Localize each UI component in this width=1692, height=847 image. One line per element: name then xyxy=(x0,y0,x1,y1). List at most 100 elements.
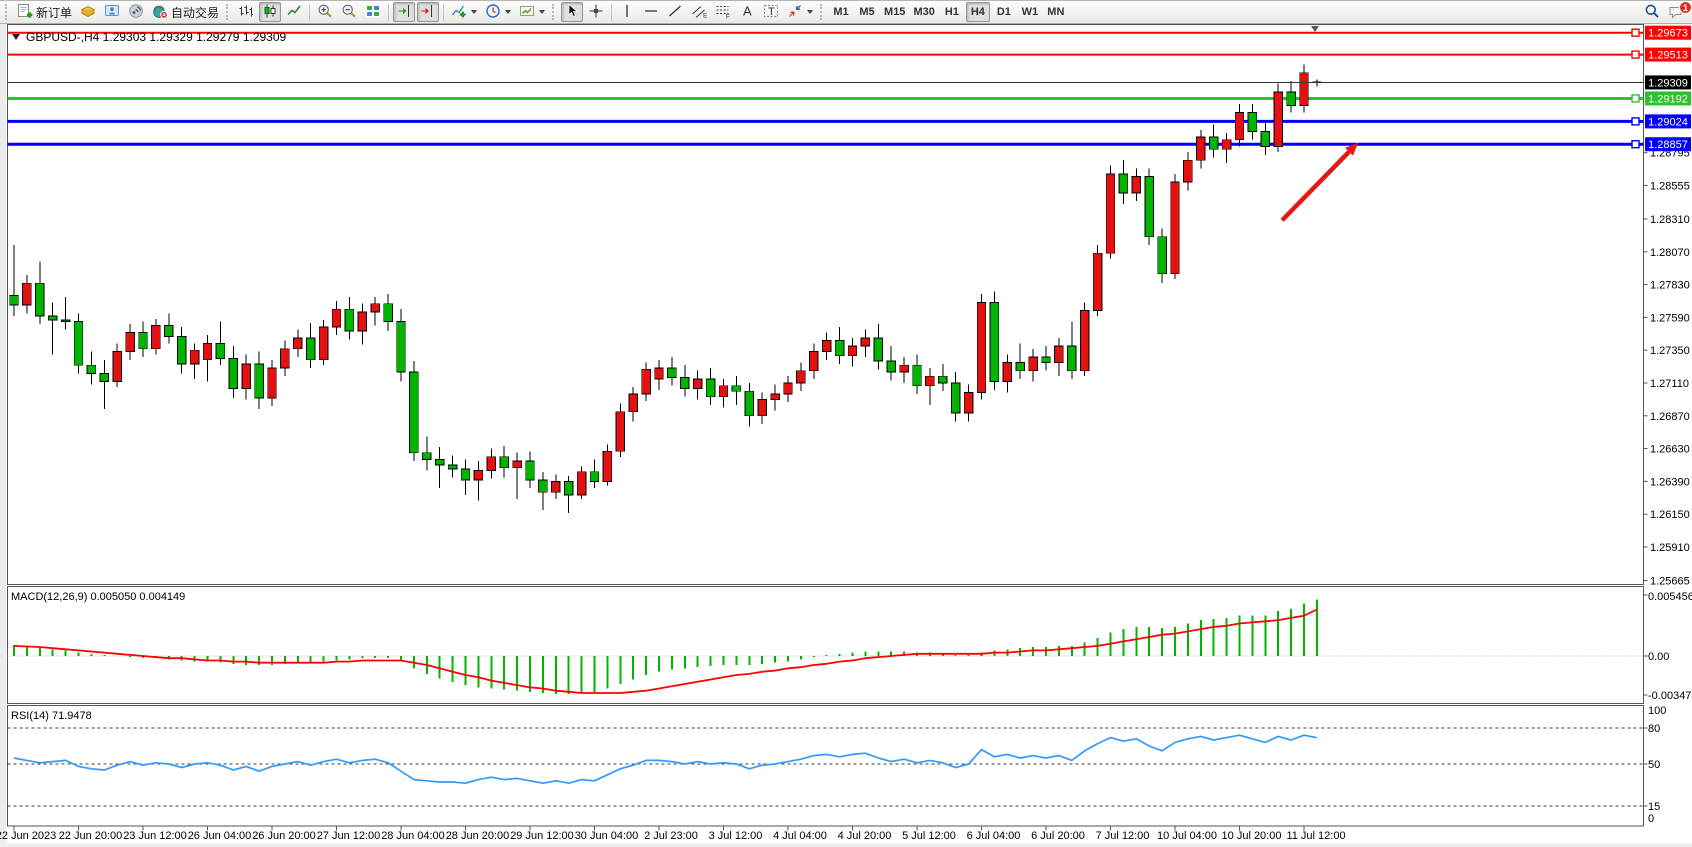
price-axis-tick-label: 1.26150 xyxy=(1650,509,1690,521)
rsi-axis-tick-label: 0 xyxy=(1648,813,1654,825)
toolbar-grip[interactable] xyxy=(820,4,825,20)
cursor-tool-button[interactable] xyxy=(561,2,584,22)
auto-scroll-icon xyxy=(396,3,412,22)
timeframe-m1-button[interactable]: M1 xyxy=(829,2,853,22)
candlestick-chart-button[interactable] xyxy=(259,2,282,22)
toolbar-grip[interactable] xyxy=(226,4,231,20)
line-chart-button[interactable] xyxy=(283,2,305,22)
channel-tool-button[interactable]: E xyxy=(688,2,710,22)
zoom-in-button[interactable] xyxy=(314,2,336,22)
candle-bearish xyxy=(989,301,1000,383)
timeframe-d1-button[interactable]: D1 xyxy=(992,2,1016,22)
templates-icon xyxy=(519,3,535,22)
chart-canvas[interactable]: 1.287951.285551.283101.280701.278301.275… xyxy=(0,24,1692,847)
periods-button[interactable] xyxy=(482,2,514,22)
toolbar: 新订单 自动交易 xyxy=(0,1,1692,24)
chart-shift-marker[interactable] xyxy=(1311,26,1319,32)
price-badge-label: 1.29513 xyxy=(1648,50,1688,62)
navigator-icon xyxy=(104,3,120,22)
time-axis-label: 22 Jun 20:00 xyxy=(59,830,123,842)
notifications-button[interactable]: 1 xyxy=(1665,1,1692,22)
rsi-axis-tick-label: 100 xyxy=(1648,705,1666,717)
timeframe-h1-button[interactable]: H1 xyxy=(940,2,964,22)
price-axis-tick-label: 1.26870 xyxy=(1650,411,1690,423)
rsi-axis-tick-label: 80 xyxy=(1648,723,1660,735)
timeframe-h4-button[interactable]: H4 xyxy=(965,2,990,22)
candle-bearish xyxy=(1144,176,1154,238)
channel-icon-letter: E xyxy=(703,12,707,19)
price-badge-label: 1.29024 xyxy=(1648,116,1688,128)
rsi-label: RSI(14) 71.9478 xyxy=(11,710,92,722)
time-axis-label: 27 Jun 12:00 xyxy=(317,830,381,842)
candle-bearish xyxy=(215,342,226,359)
text-label-tool-button[interactable]: T xyxy=(760,2,782,22)
bar-chart-button[interactable] xyxy=(235,2,257,22)
arrow-annotation-head[interactable] xyxy=(1345,142,1359,156)
candle-bullish xyxy=(615,411,626,452)
main-panel-frame xyxy=(7,24,1644,585)
candle-bearish xyxy=(1118,173,1129,194)
one-click-trading-expander[interactable] xyxy=(12,34,20,40)
zoom-out-button[interactable] xyxy=(338,2,360,22)
autotrading-label: 自动交易 xyxy=(171,5,220,20)
candle-bullish xyxy=(770,393,780,400)
signals-button[interactable] xyxy=(125,2,147,22)
candle-bullish xyxy=(151,325,161,350)
timeframe-m15-button[interactable]: M15 xyxy=(881,2,908,22)
arrow-annotation-shaft[interactable] xyxy=(1280,150,1351,222)
search-button[interactable] xyxy=(1641,2,1663,22)
line-endpoint-handle[interactable] xyxy=(1631,28,1640,37)
price-axis-tick-label: 1.27110 xyxy=(1650,378,1689,390)
time-axis-label: 6 Jul 04:00 xyxy=(967,830,1021,842)
price-axis-tick-label: 1.26630 xyxy=(1650,444,1690,456)
candle-bearish xyxy=(460,468,471,481)
candle-bullish xyxy=(1221,139,1232,150)
bottom-strip xyxy=(0,843,1692,847)
fibo-icon-letter: F xyxy=(726,13,730,19)
trendline-tool-button[interactable] xyxy=(664,2,686,22)
timeframe-m5-button[interactable]: M5 xyxy=(855,2,879,22)
time-axis-label: 23 Jun 12:00 xyxy=(123,830,187,842)
candle-bearish xyxy=(1209,136,1219,150)
candle-bearish xyxy=(396,321,406,373)
tile-windows-button[interactable] xyxy=(362,2,384,22)
tile-windows-icon xyxy=(365,3,381,22)
price-axis-tick-label: 1.28310 xyxy=(1650,214,1690,226)
chart-area[interactable]: 1.28795 1.28555 1.28310 1.28070 1.27830 1.275… xyxy=(0,24,1692,847)
candle-bullish xyxy=(189,349,200,365)
line-endpoint-handle[interactable] xyxy=(1631,94,1640,103)
fibonacci-tool-button[interactable]: F xyxy=(712,2,734,22)
timeframe-label: M1 xyxy=(833,6,849,18)
market-watch-button[interactable] xyxy=(77,2,99,22)
candle-bullish xyxy=(1170,181,1180,275)
text-tool-button[interactable]: A xyxy=(736,2,758,22)
horizontal-line-tool-button[interactable] xyxy=(640,2,662,22)
line-endpoint-handle[interactable] xyxy=(1631,140,1640,149)
indicators-button[interactable] xyxy=(448,2,480,22)
autotrading-button[interactable]: 自动交易 xyxy=(149,2,222,22)
line-endpoint-handle[interactable] xyxy=(1631,117,1640,126)
auto-scroll-button[interactable] xyxy=(393,2,416,22)
chart-shift-button[interactable] xyxy=(417,2,440,22)
line-endpoint-handle[interactable] xyxy=(1631,50,1640,59)
new-order-button[interactable]: 新订单 xyxy=(14,2,75,22)
candle-bearish xyxy=(912,364,922,387)
candle-bullish xyxy=(1299,72,1309,106)
candle-bullish xyxy=(1131,176,1142,194)
shapes-dropdown-caret xyxy=(807,10,814,14)
toolbar-grip[interactable] xyxy=(552,4,557,20)
shapes-arrows-button[interactable] xyxy=(784,2,816,22)
vertical-line-tool-button[interactable] xyxy=(616,2,638,22)
crosshair-tool-button[interactable] xyxy=(585,2,607,22)
navigator-button[interactable] xyxy=(101,2,123,22)
templates-button[interactable] xyxy=(516,2,548,22)
timeframe-m30-button[interactable]: M30 xyxy=(910,2,937,22)
toolbar-grip[interactable] xyxy=(5,4,10,20)
candle-bearish xyxy=(589,471,600,482)
periods-dropdown-caret xyxy=(505,10,512,14)
timeframe-mn-button[interactable]: MN xyxy=(1044,2,1068,22)
timeframe-w1-button[interactable]: W1 xyxy=(1018,2,1042,22)
time-axis-label: 7 Jul 12:00 xyxy=(1096,830,1150,842)
arrows-icon xyxy=(787,3,803,22)
macd-histogram-layer xyxy=(13,599,1318,695)
